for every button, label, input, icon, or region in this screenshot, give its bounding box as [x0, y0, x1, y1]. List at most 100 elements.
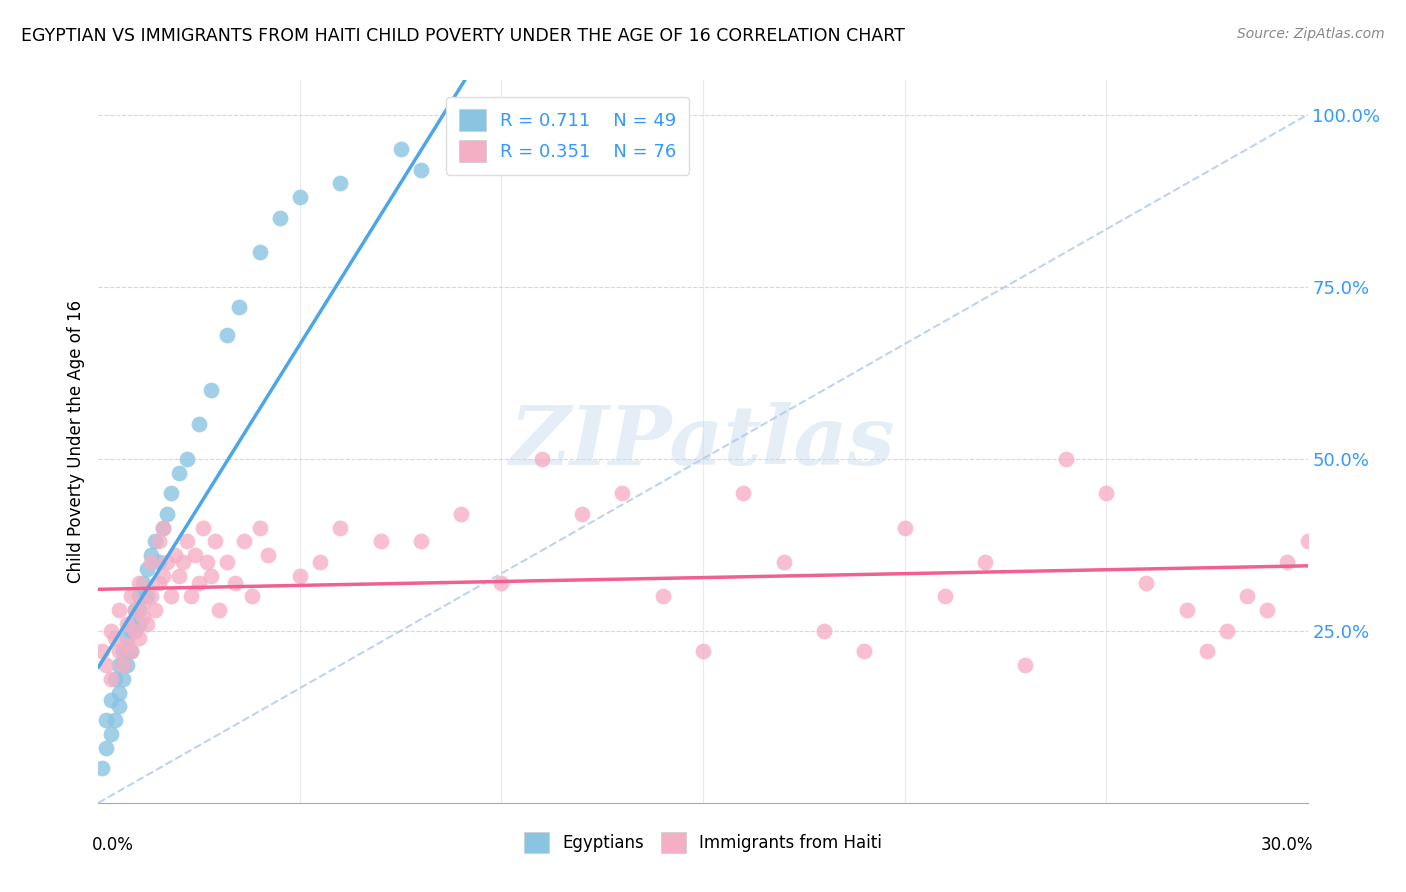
Point — [115, 658, 138, 673]
Point — [1277, 555, 1299, 569]
Point — [120, 644, 142, 658]
Point — [124, 603, 146, 617]
Point — [163, 548, 186, 562]
Point — [491, 121, 513, 136]
Point — [1135, 575, 1157, 590]
Point — [107, 658, 129, 673]
Point — [1054, 451, 1077, 466]
Point — [249, 520, 271, 534]
Point — [100, 624, 122, 638]
Point — [974, 555, 997, 569]
Point — [249, 245, 271, 260]
Point — [200, 568, 222, 582]
Point — [111, 644, 134, 658]
Point — [208, 603, 231, 617]
Point — [733, 486, 755, 500]
Point — [256, 548, 278, 562]
Point — [167, 466, 190, 480]
Point — [111, 658, 134, 673]
Point — [329, 177, 352, 191]
Point — [111, 672, 134, 686]
Point — [491, 575, 513, 590]
Point — [128, 575, 150, 590]
Point — [232, 534, 254, 549]
Point — [148, 575, 170, 590]
Point — [132, 590, 155, 604]
Point — [217, 555, 239, 569]
Point — [195, 555, 218, 569]
Point — [450, 507, 472, 521]
Point — [128, 590, 150, 604]
Point — [571, 507, 593, 521]
Point — [152, 520, 174, 534]
Point — [128, 616, 150, 631]
Point — [107, 699, 129, 714]
Point — [389, 142, 412, 156]
Point — [1236, 590, 1258, 604]
Point — [228, 301, 250, 315]
Point — [180, 590, 202, 604]
Point — [1195, 644, 1218, 658]
Text: Source: ZipAtlas.com: Source: ZipAtlas.com — [1237, 27, 1385, 41]
Point — [160, 486, 183, 500]
Point — [124, 603, 146, 617]
Point — [103, 672, 125, 686]
Point — [1296, 534, 1319, 549]
Point — [176, 451, 198, 466]
Point — [148, 534, 170, 549]
Point — [152, 520, 174, 534]
Point — [120, 644, 142, 658]
Point — [530, 451, 553, 466]
Point — [853, 644, 876, 658]
Point — [139, 548, 162, 562]
Point — [100, 672, 122, 686]
Point — [120, 590, 142, 604]
Point — [143, 603, 166, 617]
Point — [409, 162, 432, 177]
Point — [1256, 603, 1278, 617]
Point — [651, 590, 673, 604]
Point — [167, 568, 190, 582]
Point — [156, 555, 179, 569]
Legend: Egyptians, Immigrants from Haiti: Egyptians, Immigrants from Haiti — [517, 826, 889, 860]
Point — [893, 520, 915, 534]
Point — [120, 624, 142, 638]
Point — [132, 596, 155, 610]
Point — [269, 211, 291, 225]
Point — [217, 327, 239, 342]
Point — [107, 686, 129, 700]
Point — [288, 568, 311, 582]
Point — [934, 590, 956, 604]
Point — [184, 548, 207, 562]
Point — [156, 507, 179, 521]
Point — [96, 658, 118, 673]
Point — [692, 644, 714, 658]
Text: EGYPTIAN VS IMMIGRANTS FROM HAITI CHILD POVERTY UNDER THE AGE OF 16 CORRELATION : EGYPTIAN VS IMMIGRANTS FROM HAITI CHILD … — [21, 27, 905, 45]
Point — [135, 616, 157, 631]
Point — [329, 520, 352, 534]
Point — [772, 555, 794, 569]
Point — [1175, 603, 1198, 617]
Point — [1216, 624, 1239, 638]
Point — [103, 713, 125, 727]
Point — [115, 616, 138, 631]
Point — [139, 555, 162, 569]
Point — [148, 555, 170, 569]
Point — [91, 761, 114, 775]
Point — [288, 190, 311, 204]
Point — [200, 383, 222, 397]
Point — [91, 644, 114, 658]
Point — [370, 534, 392, 549]
Point — [107, 603, 129, 617]
Point — [1095, 486, 1118, 500]
Text: 30.0%: 30.0% — [1261, 836, 1313, 854]
Point — [571, 108, 593, 122]
Text: 0.0%: 0.0% — [93, 836, 134, 854]
Point — [132, 610, 155, 624]
Point — [204, 534, 226, 549]
Point — [813, 624, 835, 638]
Point — [188, 417, 211, 432]
Point — [115, 644, 138, 658]
Point — [188, 575, 211, 590]
Point — [135, 562, 157, 576]
